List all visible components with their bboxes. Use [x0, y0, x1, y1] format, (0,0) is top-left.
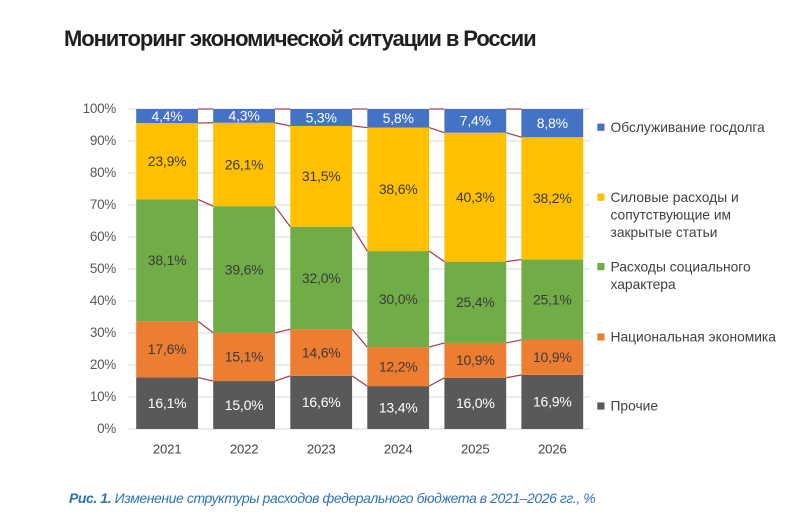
svg-text:Национальная экономика: Национальная экономика: [611, 330, 777, 345]
svg-text:100%: 100%: [83, 101, 117, 116]
svg-text:15,1%: 15,1%: [225, 349, 264, 365]
svg-text:39,6%: 39,6%: [225, 261, 264, 277]
svg-text:5,8%: 5,8%: [383, 110, 414, 126]
svg-text:10,9%: 10,9%: [533, 349, 572, 365]
svg-text:38,6%: 38,6%: [379, 181, 418, 197]
svg-text:сопутствующие им: сопутствующие им: [611, 207, 732, 222]
svg-text:2021: 2021: [153, 441, 182, 456]
svg-text:25,1%: 25,1%: [533, 292, 572, 308]
svg-text:26,1%: 26,1%: [225, 156, 264, 172]
svg-text:40,3%: 40,3%: [456, 189, 495, 205]
svg-text:0%: 0%: [97, 421, 116, 436]
svg-text:8,8%: 8,8%: [537, 115, 568, 131]
svg-text:4,3%: 4,3%: [229, 108, 260, 124]
svg-text:2023: 2023: [307, 441, 336, 456]
svg-text:2026: 2026: [538, 441, 567, 456]
svg-text:14,6%: 14,6%: [302, 344, 341, 360]
svg-text:10,9%: 10,9%: [456, 352, 495, 368]
svg-text:20%: 20%: [90, 357, 116, 372]
svg-text:2024: 2024: [384, 441, 413, 456]
svg-text:31,5%: 31,5%: [302, 168, 341, 184]
svg-text:60%: 60%: [90, 229, 116, 244]
svg-text:характера: характера: [611, 277, 676, 292]
svg-text:50%: 50%: [90, 261, 116, 276]
svg-text:5,3%: 5,3%: [306, 109, 337, 125]
svg-text:4,4%: 4,4%: [152, 108, 183, 124]
svg-text:80%: 80%: [90, 165, 116, 180]
svg-text:90%: 90%: [90, 133, 116, 148]
svg-text:38,1%: 38,1%: [148, 252, 187, 268]
svg-text:30%: 30%: [90, 325, 116, 340]
svg-text:7,4%: 7,4%: [460, 113, 491, 129]
svg-text:40%: 40%: [90, 293, 116, 308]
svg-text:Прочие: Прочие: [611, 399, 659, 414]
svg-text:16,1%: 16,1%: [148, 395, 187, 411]
svg-text:Расходы социального: Расходы социального: [611, 259, 751, 274]
svg-text:38,2%: 38,2%: [533, 190, 572, 206]
svg-text:Силовые расходы и: Силовые расходы и: [611, 190, 739, 205]
svg-text:Обслуживание госдолга: Обслуживание госдолга: [611, 120, 766, 135]
svg-text:23,9%: 23,9%: [148, 153, 187, 169]
svg-text:13,4%: 13,4%: [379, 399, 418, 415]
svg-text:10%: 10%: [90, 389, 116, 404]
svg-text:16,6%: 16,6%: [302, 394, 341, 410]
svg-text:2025: 2025: [461, 441, 490, 456]
svg-text:16,9%: 16,9%: [533, 394, 572, 410]
svg-text:12,2%: 12,2%: [379, 358, 418, 374]
svg-text:16,0%: 16,0%: [456, 395, 495, 411]
svg-text:15,0%: 15,0%: [225, 397, 264, 413]
svg-text:25,4%: 25,4%: [456, 294, 495, 310]
svg-text:17,6%: 17,6%: [148, 341, 187, 357]
svg-text:70%: 70%: [90, 197, 116, 212]
svg-text:закрытые статьи: закрытые статьи: [611, 225, 718, 240]
svg-text:2022: 2022: [230, 441, 259, 456]
svg-text:32,0%: 32,0%: [302, 270, 341, 286]
svg-text:30,0%: 30,0%: [379, 291, 418, 307]
